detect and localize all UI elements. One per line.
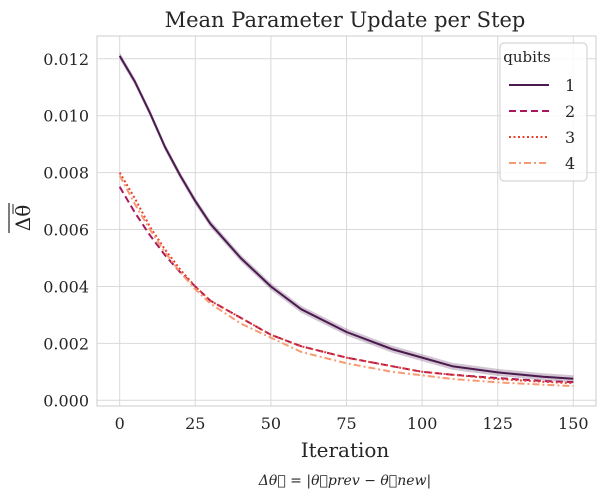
legend-items: 1 2 3 4 — [509, 76, 575, 173]
y-tick-label: 0.012 — [43, 50, 89, 69]
series-2-line — [118, 186, 574, 384]
x-tick-label: 125 — [482, 414, 513, 433]
x-tick-label: 75 — [336, 414, 356, 433]
grid — [97, 36, 596, 406]
legend-label-3: 3 — [565, 128, 575, 147]
x-tick-label: 100 — [407, 414, 438, 433]
x-tick-label: 150 — [558, 414, 589, 433]
plot-frame — [96, 35, 597, 407]
legend-title: qubits — [503, 48, 550, 66]
y-axis-title: Δθ — [8, 203, 35, 233]
y-axis-title-text: Δθ — [11, 205, 35, 231]
caption: Δθ⃗ = |θ⃗prev − θ⃗new| — [258, 473, 431, 489]
y-tick-label: 0.006 — [43, 221, 89, 240]
legend-label-2: 2 — [565, 102, 575, 121]
y-tick-label: 0.004 — [43, 277, 89, 296]
y-tick-labels: 0.000 0.002 0.004 0.006 0.008 0.010 0.012 — [43, 50, 89, 411]
y-tick-label: 0.010 — [43, 107, 89, 126]
legend: qubits 1 2 3 4 — [499, 42, 588, 182]
y-tick-label: 0.002 — [43, 334, 89, 353]
y-tick-label: 0.000 — [43, 391, 89, 410]
x-tick-labels: 0 25 50 75 100 125 150 — [115, 414, 589, 433]
series-4-line — [118, 175, 574, 388]
x-axis-title: Iteration — [301, 438, 390, 462]
series-1-line — [118, 55, 574, 380]
y-tick-label: 0.008 — [43, 164, 89, 183]
legend-label-1: 1 — [565, 76, 575, 95]
legend-label-4: 4 — [565, 154, 575, 173]
chart-title: Mean Parameter Update per Step — [165, 8, 526, 32]
x-tick-label: 0 — [115, 414, 125, 433]
x-tick-label: 25 — [185, 414, 205, 433]
x-tick-label: 50 — [261, 414, 281, 433]
series-3-line — [118, 172, 574, 385]
series-lines — [118, 55, 574, 388]
